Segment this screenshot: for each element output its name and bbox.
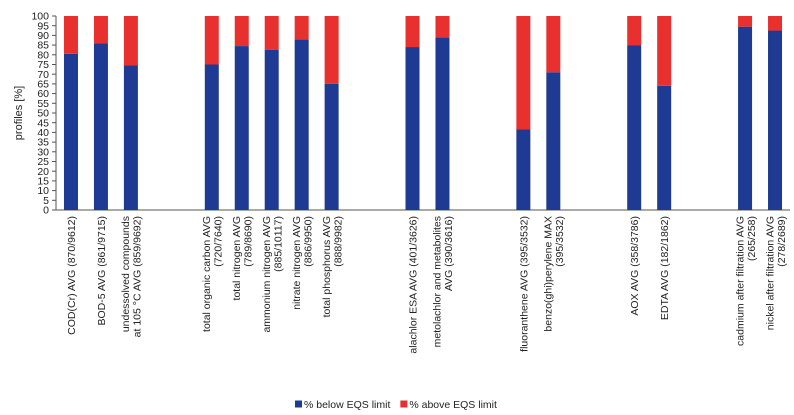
bar-below-eqs (516, 129, 531, 210)
x-tick-label: (888/9982) (332, 216, 344, 267)
bar-below-eqs (204, 64, 219, 210)
x-tick-label: (278/2689) (776, 216, 788, 267)
x-tick-label: (265/258) (746, 216, 758, 261)
bar-above-eqs (738, 16, 753, 27)
x-tick-label: total organic carbon AVG (201, 216, 213, 332)
y-tick-label: 65 (37, 79, 49, 91)
bar-above-eqs (627, 16, 642, 46)
y-tick-label: 45 (37, 117, 49, 129)
y-axis-title: profiles [%] (13, 86, 25, 140)
bars (63, 16, 783, 211)
y-tick-label: 5 (43, 195, 49, 207)
y-tick-label: 75 (37, 59, 49, 71)
bar-above-eqs (294, 16, 309, 40)
bar-below-eqs (657, 85, 672, 210)
x-tick-label: EDTA AVG (182/1862) (659, 216, 671, 320)
y-tick-label: 20 (37, 166, 49, 178)
x-tick-label: nickel after filtration AVG (764, 216, 776, 330)
legend-label-below: % below EQS limit (304, 399, 390, 411)
x-tick-label: (885/10117) (272, 216, 284, 272)
x-tick-label: total phosphorus AVG (321, 216, 333, 317)
y-tick-label: 25 (37, 156, 49, 168)
bar-above-eqs (93, 16, 108, 44)
bar-below-eqs (63, 53, 78, 210)
bar-below-eqs (405, 47, 420, 210)
y-tick-label: 35 (37, 137, 49, 149)
legend-swatch-below (295, 400, 302, 408)
bar-below-eqs (93, 43, 108, 210)
x-axis-labels: COD(Cr) AVG (870/9612) BOD-5 AVG (861/971… (66, 216, 788, 354)
x-tick-label: COD(Cr) AVG (870/9612) (66, 216, 78, 335)
bar-above-eqs (204, 16, 219, 65)
bar-above-eqs (234, 16, 249, 47)
bar-above-eqs (435, 16, 450, 38)
legend: % below EQS limit % above EQS limit (295, 399, 497, 411)
bar-below-eqs (294, 39, 309, 210)
bar-below-eqs (324, 83, 339, 210)
bar-above-eqs (768, 16, 783, 31)
bar-above-eqs (324, 16, 339, 84)
bar-below-eqs (738, 26, 753, 211)
x-tick-label: alachlor ESA AVG (401/3626) (408, 216, 420, 354)
y-tick-label: 85 (37, 40, 49, 52)
bar-below-eqs (546, 72, 561, 210)
x-tick-label: (720/7640) (213, 216, 225, 267)
bar-above-eqs (657, 16, 672, 86)
x-tick-label: BOD-5 AVG (861/9715) (96, 216, 108, 326)
x-tick-label: (395/3532) (554, 216, 566, 267)
y-tick-label: 30 (37, 146, 49, 158)
bar-above-eqs (264, 16, 279, 50)
y-tick-label: 95 (37, 20, 49, 32)
legend-label-above: % above EQS limit (409, 399, 497, 411)
y-tick-label: 50 (37, 108, 49, 120)
x-tick-label: (789/8690) (243, 216, 255, 267)
bar-above-eqs (405, 16, 420, 48)
x-tick-label: fluoranthene AVG (395/3532) (518, 216, 530, 352)
x-tick-label: ammonium nitrogen AVG (261, 216, 273, 333)
x-tick-label: undessolved compounds (120, 216, 132, 332)
bar-below-eqs (768, 30, 783, 210)
legend-swatch-above (400, 400, 408, 408)
y-axis: 0510152025303540455055606570758085909510… (31, 11, 790, 217)
x-tick-label: (886/9950) (302, 216, 314, 267)
y-tick-label: 0 (43, 205, 49, 217)
y-tick-label: 90 (37, 30, 49, 42)
y-tick-label: 55 (37, 98, 49, 110)
bar-above-eqs (123, 16, 138, 66)
y-tick-label: 100 (31, 11, 49, 23)
x-tick-label: cadmium after filtration AVG (734, 216, 746, 346)
y-tick-label: 80 (37, 49, 49, 61)
bar-above-eqs (546, 16, 561, 73)
y-tick-label: 40 (37, 127, 49, 139)
x-tick-label: total nitrogen AVG (231, 216, 243, 300)
x-tick-label: AOX AVG (358/3786) (629, 216, 641, 316)
bar-above-eqs (516, 16, 531, 130)
bar-above-eqs (63, 16, 78, 54)
bar-below-eqs (264, 49, 279, 211)
y-tick-label: 60 (37, 88, 49, 100)
y-tick-label: 10 (37, 185, 49, 197)
x-tick-label: at 105 °C AVG (859/9692) (132, 216, 144, 337)
x-tick-label: nitrate nitrogen AVG (291, 216, 303, 310)
x-tick-label: AVG (390/3616) (443, 216, 455, 291)
bar-below-eqs (123, 65, 138, 210)
y-tick-label: 15 (37, 176, 49, 188)
bar-below-eqs (627, 45, 642, 210)
y-tick-label: 70 (37, 69, 49, 81)
x-tick-label: metolachlor and metabolites (432, 216, 444, 347)
bar-below-eqs (234, 46, 249, 210)
bar-below-eqs (435, 37, 450, 211)
x-tick-label: benzo(ghi)perylene MAX (543, 216, 555, 332)
